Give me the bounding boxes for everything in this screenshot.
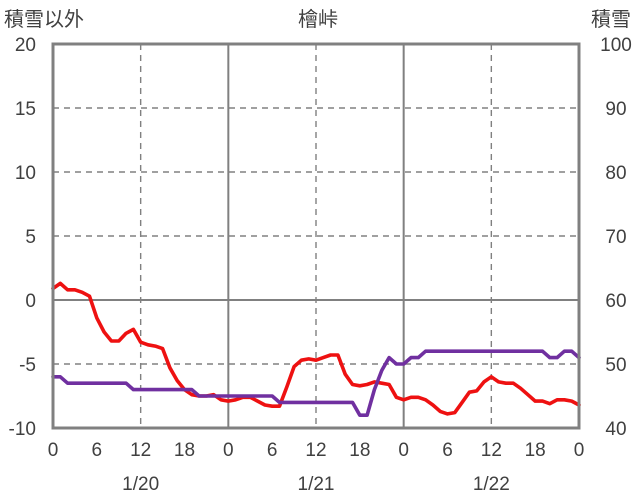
left-tick-label: 20: [15, 35, 36, 56]
left-tick-label: -5: [19, 355, 36, 376]
x-tick-label: 6: [442, 440, 453, 461]
x-tick-label: 12: [130, 440, 151, 461]
date-label: 1/22: [473, 474, 510, 495]
left-tick-label: 10: [15, 163, 36, 184]
series-layer: [51, 281, 581, 418]
x-tick-label: 6: [92, 440, 103, 461]
x-tick-label: 18: [174, 440, 195, 461]
right-tick-label: 90: [605, 99, 626, 120]
x-tick-label: 0: [223, 440, 234, 461]
left-tick-label: 0: [25, 291, 36, 312]
left-tick-label: 5: [25, 227, 36, 248]
x-tick-label: 6: [267, 440, 278, 461]
date-label: 1/20: [122, 474, 159, 495]
x-tick-label: 0: [48, 440, 59, 461]
x-tick-label: 0: [398, 440, 409, 461]
left-tick-label: -10: [9, 419, 36, 440]
right-axis-title: 積雪: [591, 8, 631, 31]
right-tick-label: 70: [605, 227, 626, 248]
date-label: 1/21: [298, 474, 335, 495]
right-tick-label: 40: [605, 419, 626, 440]
x-tick-label: 18: [525, 440, 546, 461]
x-tick-label: 0: [574, 440, 585, 461]
right-tick-label: 60: [605, 291, 626, 312]
chart-title: 檜峠: [298, 8, 338, 31]
left-axis-title: 積雪以外: [4, 8, 84, 31]
right-tick-label: 80: [605, 163, 626, 184]
right-tick-label: 50: [605, 355, 626, 376]
temperature-line: [51, 281, 581, 416]
gridlines: [53, 44, 579, 428]
plot-frame: [51, 42, 581, 430]
left-tick-label: 15: [15, 99, 36, 120]
x-tick-label: 12: [305, 440, 326, 461]
right-tick-label: 100: [600, 35, 632, 56]
x-tick-label: 12: [481, 440, 502, 461]
x-tick-label: 18: [349, 440, 370, 461]
snow-depth-line: [51, 349, 581, 418]
